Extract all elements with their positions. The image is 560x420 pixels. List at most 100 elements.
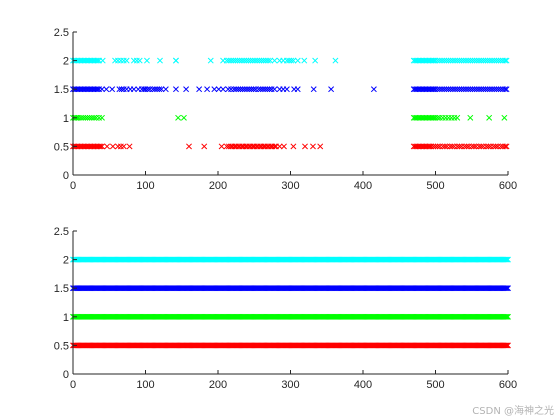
data-point xyxy=(439,57,445,64)
data-point xyxy=(103,86,110,93)
data-point xyxy=(467,57,474,64)
data-point xyxy=(370,86,377,93)
data-point xyxy=(255,86,262,93)
data-point xyxy=(96,114,103,121)
data-point xyxy=(445,114,452,121)
data-point xyxy=(505,256,511,263)
data-point xyxy=(149,86,156,93)
y-tick-label: 0.5 xyxy=(54,141,69,153)
data-point xyxy=(478,143,485,150)
data-point xyxy=(276,143,283,150)
data-point xyxy=(162,86,169,93)
data-point xyxy=(447,86,454,93)
data-point xyxy=(288,57,295,64)
data-point xyxy=(328,86,335,93)
data-point xyxy=(503,57,510,64)
data-point xyxy=(143,57,150,64)
data-point xyxy=(505,313,511,320)
data-point xyxy=(254,57,261,64)
data-point xyxy=(271,57,278,64)
data-point xyxy=(469,86,476,93)
data-point xyxy=(454,86,461,93)
data-point xyxy=(501,114,508,121)
data-point xyxy=(286,57,293,64)
data-point xyxy=(99,114,105,121)
x-tick-label: 200 xyxy=(209,180,227,192)
data-point xyxy=(492,143,499,150)
series-2 xyxy=(70,86,510,93)
data-point xyxy=(443,57,450,64)
data-point xyxy=(434,114,441,121)
data-point xyxy=(310,143,316,150)
data-point xyxy=(471,86,478,93)
series-1 xyxy=(70,114,508,121)
data-point xyxy=(117,57,124,64)
data-point xyxy=(172,57,179,64)
data-point xyxy=(234,57,241,64)
top-subplot: 0 100 200 300 400 500 600 0 0.5 1 1.5 2 2.5 xyxy=(54,27,517,192)
data-point xyxy=(228,57,235,64)
data-point xyxy=(439,86,445,93)
data-point xyxy=(243,57,250,64)
y-tick-label: 2.5 xyxy=(54,226,69,238)
data-point xyxy=(486,86,493,93)
data-point xyxy=(467,86,474,93)
data-point xyxy=(239,86,246,93)
y-tick-label: 1.5 xyxy=(54,283,69,295)
data-point xyxy=(452,86,459,93)
data-point xyxy=(473,57,480,64)
data-point xyxy=(158,86,165,93)
data-point xyxy=(476,57,482,64)
data-point xyxy=(447,57,454,64)
data-point xyxy=(456,143,463,150)
data-point xyxy=(480,57,487,64)
x-tick-label: 500 xyxy=(426,180,444,192)
data-point xyxy=(271,143,278,150)
data-point xyxy=(503,342,510,349)
data-point xyxy=(120,57,127,64)
x-tick-label: 300 xyxy=(281,379,299,391)
data-point xyxy=(484,57,491,64)
data-point xyxy=(502,256,509,263)
data-point xyxy=(432,114,439,121)
y-tick-label: 1 xyxy=(63,113,69,125)
data-point xyxy=(317,143,324,150)
data-point xyxy=(490,143,497,150)
data-point xyxy=(483,143,490,150)
data-point xyxy=(448,114,455,121)
data-point xyxy=(495,86,502,93)
data-point xyxy=(441,57,448,64)
data-point xyxy=(476,86,482,93)
data-point xyxy=(175,114,182,121)
data-point xyxy=(301,57,308,64)
data-point xyxy=(471,57,478,64)
data-point xyxy=(246,86,253,93)
y-tick-label: 1.5 xyxy=(54,84,69,96)
data-point xyxy=(82,114,89,121)
data-point xyxy=(262,57,269,64)
data-point xyxy=(97,143,104,150)
data-point xyxy=(458,57,465,64)
data-point xyxy=(232,57,239,64)
series-3 xyxy=(70,256,511,263)
data-point xyxy=(220,86,227,93)
data-point xyxy=(236,57,243,64)
data-point xyxy=(290,143,297,150)
data-point xyxy=(218,143,225,150)
data-point xyxy=(502,342,509,349)
data-point xyxy=(183,86,190,93)
data-point xyxy=(462,57,469,64)
data-point xyxy=(142,86,149,93)
data-point xyxy=(495,57,502,64)
data-point xyxy=(241,57,248,64)
data-point xyxy=(84,114,91,121)
data-point xyxy=(436,86,443,93)
data-point xyxy=(486,57,493,64)
data-point xyxy=(94,86,101,93)
data-point xyxy=(505,342,511,349)
data-point xyxy=(482,86,489,93)
data-point xyxy=(225,57,232,64)
data-point xyxy=(207,57,214,64)
data-point xyxy=(461,143,468,150)
